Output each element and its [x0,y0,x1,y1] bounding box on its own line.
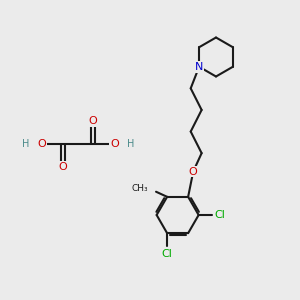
Text: O: O [88,116,98,127]
Text: Cl: Cl [214,210,225,220]
Text: O: O [58,161,68,172]
Text: N: N [195,62,203,72]
Text: O: O [189,167,198,176]
Text: CH₃: CH₃ [132,184,148,193]
Text: O: O [37,139,46,149]
Text: Cl: Cl [162,249,172,259]
Text: H: H [127,139,134,149]
Text: H: H [22,139,29,149]
Text: O: O [110,139,119,149]
